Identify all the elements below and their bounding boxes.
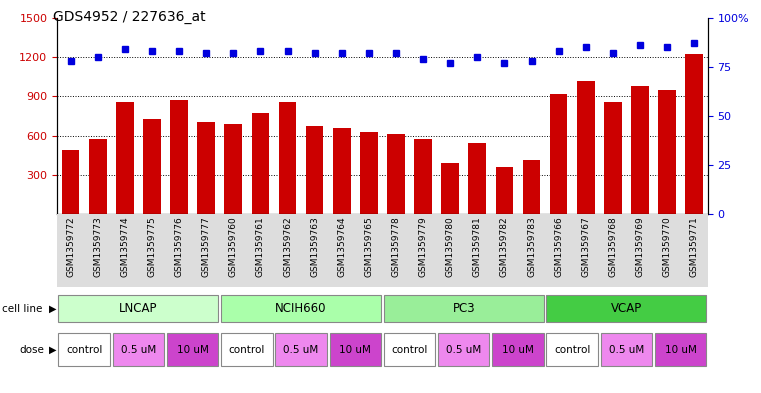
Text: PC3: PC3 bbox=[453, 302, 475, 315]
Text: GSM1359776: GSM1359776 bbox=[174, 217, 183, 277]
Text: GSM1359764: GSM1359764 bbox=[337, 217, 346, 277]
Bar bbox=[59, 295, 218, 322]
Text: GSM1359777: GSM1359777 bbox=[202, 217, 211, 277]
Bar bbox=[438, 333, 489, 366]
Text: GSM1359782: GSM1359782 bbox=[500, 217, 509, 277]
Text: cell line: cell line bbox=[2, 303, 42, 314]
Text: GSM1359763: GSM1359763 bbox=[310, 217, 319, 277]
Text: 10 uM: 10 uM bbox=[339, 345, 371, 355]
Bar bbox=[221, 295, 381, 322]
Text: GSM1359779: GSM1359779 bbox=[419, 217, 428, 277]
Text: GSM1359781: GSM1359781 bbox=[473, 217, 482, 277]
Bar bbox=[600, 333, 652, 366]
Bar bbox=[384, 333, 435, 366]
Bar bbox=[387, 134, 405, 214]
Bar bbox=[59, 333, 110, 366]
Text: GSM1359768: GSM1359768 bbox=[608, 217, 617, 277]
Text: GSM1359773: GSM1359773 bbox=[94, 217, 102, 277]
Bar bbox=[546, 295, 706, 322]
Bar bbox=[113, 333, 164, 366]
Text: GSM1359772: GSM1359772 bbox=[66, 217, 75, 277]
Bar bbox=[360, 132, 377, 214]
Text: GSM1359760: GSM1359760 bbox=[229, 217, 237, 277]
Text: control: control bbox=[66, 345, 103, 355]
Text: GSM1359775: GSM1359775 bbox=[148, 217, 157, 277]
Bar bbox=[275, 333, 326, 366]
Text: VCAP: VCAP bbox=[611, 302, 642, 315]
Text: control: control bbox=[228, 345, 265, 355]
Text: GSM1359783: GSM1359783 bbox=[527, 217, 536, 277]
Bar bbox=[116, 102, 134, 214]
Text: control: control bbox=[391, 345, 428, 355]
Text: GSM1359761: GSM1359761 bbox=[256, 217, 265, 277]
Text: 0.5 uM: 0.5 uM bbox=[283, 345, 319, 355]
Bar bbox=[306, 127, 323, 214]
Bar bbox=[62, 150, 79, 214]
Text: GSM1359770: GSM1359770 bbox=[663, 217, 671, 277]
Bar bbox=[167, 333, 218, 366]
Bar bbox=[549, 94, 568, 214]
Text: GSM1359774: GSM1359774 bbox=[120, 217, 129, 277]
Bar bbox=[221, 333, 272, 366]
Bar bbox=[170, 100, 188, 214]
Text: 10 uM: 10 uM bbox=[177, 345, 209, 355]
Text: LNCAP: LNCAP bbox=[119, 302, 158, 315]
Bar bbox=[604, 101, 622, 214]
Bar bbox=[686, 54, 703, 214]
Text: 0.5 uM: 0.5 uM bbox=[121, 345, 156, 355]
Text: GSM1359765: GSM1359765 bbox=[365, 217, 374, 277]
Text: 0.5 uM: 0.5 uM bbox=[609, 345, 644, 355]
Bar bbox=[577, 81, 594, 214]
Bar bbox=[492, 333, 543, 366]
Text: GSM1359780: GSM1359780 bbox=[446, 217, 454, 277]
Bar bbox=[384, 295, 543, 322]
Text: GSM1359767: GSM1359767 bbox=[581, 217, 591, 277]
Bar bbox=[631, 86, 649, 214]
Bar bbox=[224, 124, 242, 214]
Bar bbox=[546, 333, 598, 366]
Bar bbox=[333, 128, 351, 214]
Bar bbox=[658, 90, 676, 214]
Bar bbox=[441, 163, 459, 214]
Text: 0.5 uM: 0.5 uM bbox=[446, 345, 482, 355]
Bar bbox=[143, 119, 161, 214]
Bar bbox=[414, 139, 432, 214]
Text: 10 uM: 10 uM bbox=[502, 345, 534, 355]
Text: GSM1359766: GSM1359766 bbox=[554, 217, 563, 277]
Bar bbox=[197, 122, 215, 214]
Text: 10 uM: 10 uM bbox=[664, 345, 696, 355]
Text: dose: dose bbox=[20, 345, 45, 355]
Text: GSM1359769: GSM1359769 bbox=[635, 217, 645, 277]
Bar bbox=[252, 113, 269, 214]
Bar bbox=[523, 160, 540, 214]
Text: GSM1359778: GSM1359778 bbox=[391, 217, 400, 277]
Text: NCIH660: NCIH660 bbox=[275, 302, 326, 315]
Text: control: control bbox=[554, 345, 591, 355]
Text: ▶: ▶ bbox=[49, 345, 57, 355]
Bar bbox=[469, 143, 486, 214]
Bar bbox=[279, 102, 296, 214]
Bar bbox=[330, 333, 381, 366]
Text: GSM1359762: GSM1359762 bbox=[283, 217, 292, 277]
Text: ▶: ▶ bbox=[49, 303, 57, 314]
Bar bbox=[89, 139, 107, 214]
Bar bbox=[655, 333, 706, 366]
Text: GDS4952 / 227636_at: GDS4952 / 227636_at bbox=[53, 10, 205, 24]
Text: GSM1359771: GSM1359771 bbox=[689, 217, 699, 277]
Bar bbox=[495, 167, 513, 214]
